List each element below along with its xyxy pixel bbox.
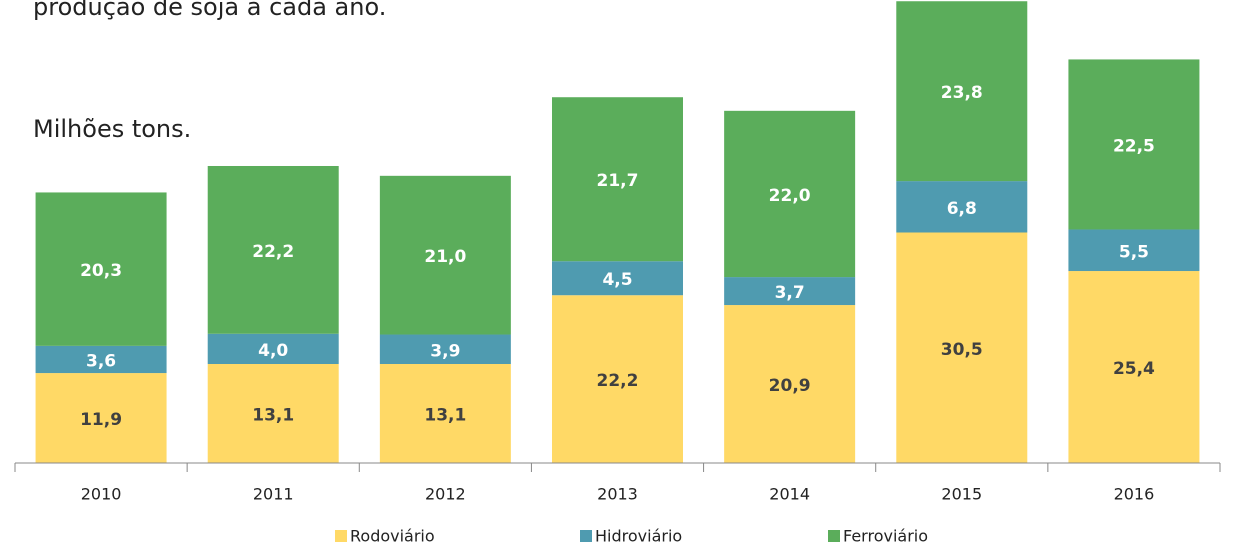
value-label: 3,9 [430, 341, 460, 361]
bar-segment [552, 295, 683, 463]
value-label: 3,6 [86, 351, 116, 371]
legend-label: Rodoviário [350, 527, 435, 546]
bar-segment [35, 192, 167, 346]
value-label: 13,1 [252, 405, 294, 425]
bar-segment [724, 110, 856, 278]
bar-segment [552, 97, 683, 262]
bar-segment [896, 1, 1028, 182]
value-label: 22,2 [597, 371, 639, 391]
legend-swatch [335, 530, 347, 542]
bar-segment [379, 363, 511, 463]
bar-segment [552, 261, 683, 296]
value-label: 5,5 [1119, 242, 1149, 262]
value-label: 3,7 [775, 283, 805, 303]
bar-segment [724, 277, 856, 306]
x-tick-label: 2013 [597, 485, 638, 504]
value-label: 6,8 [947, 199, 977, 219]
legend-swatch [580, 530, 592, 542]
legend-label: Ferroviário [843, 527, 928, 546]
bar-segment [207, 333, 339, 364]
value-label: 21,7 [597, 171, 639, 191]
bar-segment [379, 175, 511, 335]
value-label: 21,0 [424, 247, 466, 267]
x-tick-label: 2011 [253, 485, 294, 504]
bar-segment [1068, 229, 1200, 272]
x-tick-label: 2014 [769, 485, 810, 504]
value-label: 22,2 [252, 242, 294, 262]
value-label: 20,9 [769, 376, 811, 396]
value-label: 13,1 [424, 405, 466, 425]
value-label: 23,8 [941, 83, 983, 103]
legend-label: Hidroviário [595, 527, 682, 546]
bar-segment [35, 345, 167, 374]
x-tick-label: 2010 [81, 485, 122, 504]
value-label: 22,0 [769, 186, 811, 206]
bar-segment [207, 165, 339, 334]
chart-title: produção de soja a cada ano. [33, 0, 386, 21]
bar-segment [1068, 271, 1200, 463]
bar-segment [724, 305, 856, 463]
value-label: 11,9 [80, 410, 122, 430]
value-label: 4,0 [258, 341, 288, 361]
legend-swatch [828, 530, 840, 542]
value-label: 20,3 [80, 261, 122, 281]
bar-segment [379, 334, 511, 364]
value-label: 22,5 [1113, 136, 1155, 156]
x-tick-label: 2016 [1114, 485, 1155, 504]
bar-segment [1068, 59, 1200, 230]
x-tick-label: 2012 [425, 485, 466, 504]
bar-segment [35, 373, 167, 463]
bar-segment [896, 181, 1028, 233]
value-label: 30,5 [941, 340, 983, 360]
bar-segment [896, 232, 1028, 463]
x-tick-label: 2015 [941, 485, 982, 504]
y-axis-label: Milhões tons. [33, 115, 191, 143]
bar-segment [207, 363, 339, 463]
value-label: 25,4 [1113, 359, 1155, 379]
value-label: 4,5 [602, 270, 632, 290]
